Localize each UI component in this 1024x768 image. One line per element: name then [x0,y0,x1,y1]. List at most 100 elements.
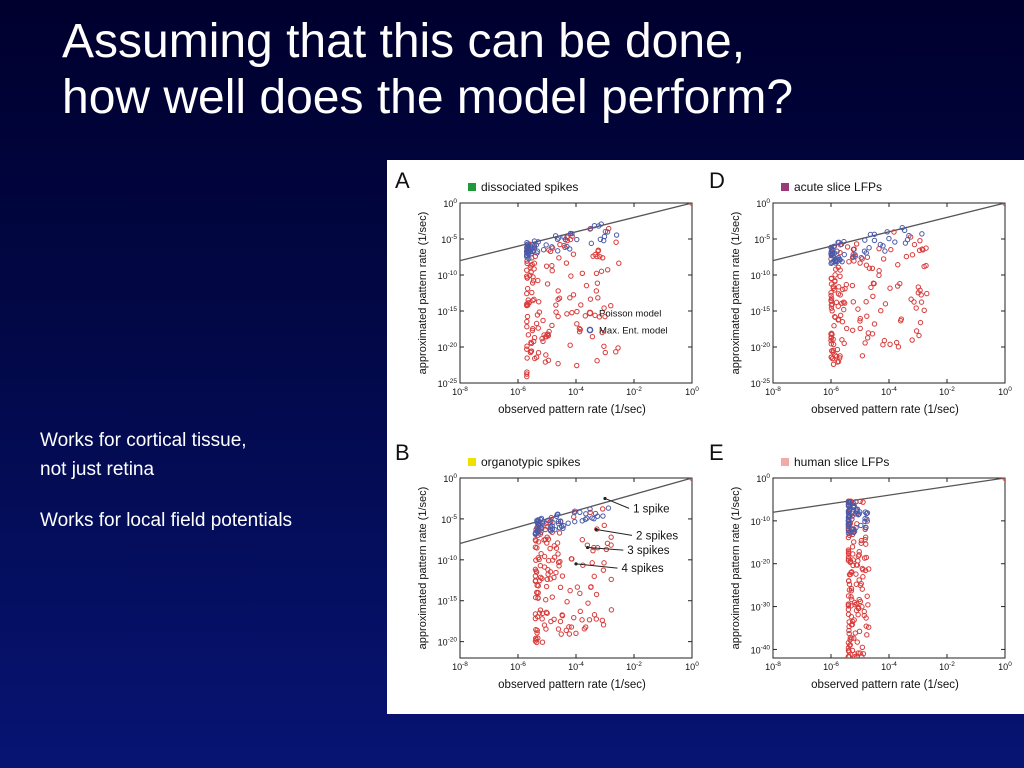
poisson-point [829,356,836,362]
maxent-point [899,224,905,231]
poisson-point [913,305,919,311]
poisson-point [548,515,554,521]
poisson-point [859,586,865,592]
x-tick-label: 10-4 [568,386,584,397]
x-tick-label-exp: 0 [695,386,699,393]
maxent-point [850,246,857,253]
poisson-point [845,645,852,651]
x-tick-label: 10-8 [452,386,468,397]
maxent-point [525,243,532,249]
poisson-point [613,349,619,355]
poisson-point [887,341,893,347]
poisson-point [859,353,866,359]
poisson-point [558,631,564,637]
poisson-point [533,626,539,633]
poisson-point [828,341,834,347]
poisson-point [833,299,840,306]
poisson-point [599,255,606,261]
y-tick-label: 10-25 [751,378,771,389]
x-tick-label-base: 10 [568,662,578,672]
poisson-point [577,590,583,597]
poisson-point [855,605,862,612]
maxent-point [571,509,578,516]
x-tick-label-base: 10 [626,387,636,397]
poisson-point [913,328,920,334]
y-tick-label-exp: -5 [451,514,457,521]
y-tick-label-exp: -5 [451,234,457,241]
poisson-point [854,639,860,645]
poisson-point [557,241,563,248]
poisson-point [591,612,598,618]
maxent-point [534,528,540,534]
poisson-point [585,600,591,606]
panel-letter: D [709,168,725,193]
poisson-point [536,299,542,305]
maxent-point [866,245,872,251]
poisson-point [525,297,531,303]
x-tick-label-base: 10 [452,662,462,672]
legend-poisson-marker [586,309,594,317]
poisson-point [579,270,586,276]
poisson-point [581,626,588,632]
legend-maxent-marker [586,326,594,334]
y-tick-label: 10-5 [441,514,457,525]
poisson-point [568,624,575,630]
poisson-point [616,260,622,266]
y-tick-label-base: 10 [441,235,451,245]
maxent-point [882,248,888,254]
poisson-point [543,352,549,358]
poisson-point [851,539,857,545]
poisson-point [832,272,838,278]
poisson-point [865,602,871,608]
y-tick-label-base: 10 [443,474,453,484]
poisson-point [865,566,872,572]
poisson-point [844,325,850,332]
poisson-point [563,627,569,634]
poisson-point [916,247,923,254]
maxent-point [561,234,567,240]
poisson-point [563,260,570,266]
poisson-point [570,251,577,257]
poisson-point [855,553,862,559]
poisson-point [855,558,861,564]
x-tick-label-base: 10 [626,662,636,672]
maxent-point [555,248,561,254]
poisson-point [534,312,541,318]
poisson-point [849,618,856,625]
poisson-point [837,273,843,279]
poisson-point [569,233,575,239]
poisson-point [828,354,834,360]
x-tick-label-exp: -6 [520,386,526,393]
y-tick-label-base: 10 [751,517,761,527]
poisson-point [594,526,600,532]
y-tick-label: 10-5 [441,234,457,245]
maxent-point [858,522,864,529]
poisson-point [870,293,876,300]
poisson-point [555,626,562,632]
poisson-point [524,324,530,330]
poisson-point [524,290,530,297]
y-tick-label: 100 [756,473,770,484]
poisson-point [841,306,847,313]
poisson-point [847,571,854,577]
poisson-point [553,569,559,576]
poisson-point [855,650,861,656]
maxent-point [902,240,909,246]
poisson-point [853,241,860,247]
x-tick-label-base: 10 [881,387,891,397]
poisson-point [866,265,873,271]
maxent-point [919,231,925,237]
maxent-point [588,240,595,247]
poisson-point [830,336,836,342]
poisson-point [595,248,601,254]
poisson-point [903,253,910,260]
poisson-point [852,630,858,636]
x-tick-label-base: 10 [452,387,462,397]
poisson-point [579,537,586,543]
poisson-point [564,311,570,317]
poisson-point [599,617,606,623]
poisson-point [532,594,539,601]
poisson-point [549,262,555,269]
poisson-point [574,321,580,327]
